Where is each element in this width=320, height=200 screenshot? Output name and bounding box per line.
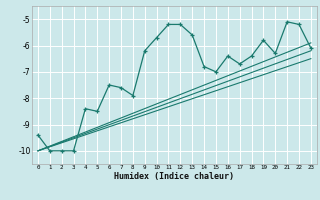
X-axis label: Humidex (Indice chaleur): Humidex (Indice chaleur) — [115, 172, 234, 181]
